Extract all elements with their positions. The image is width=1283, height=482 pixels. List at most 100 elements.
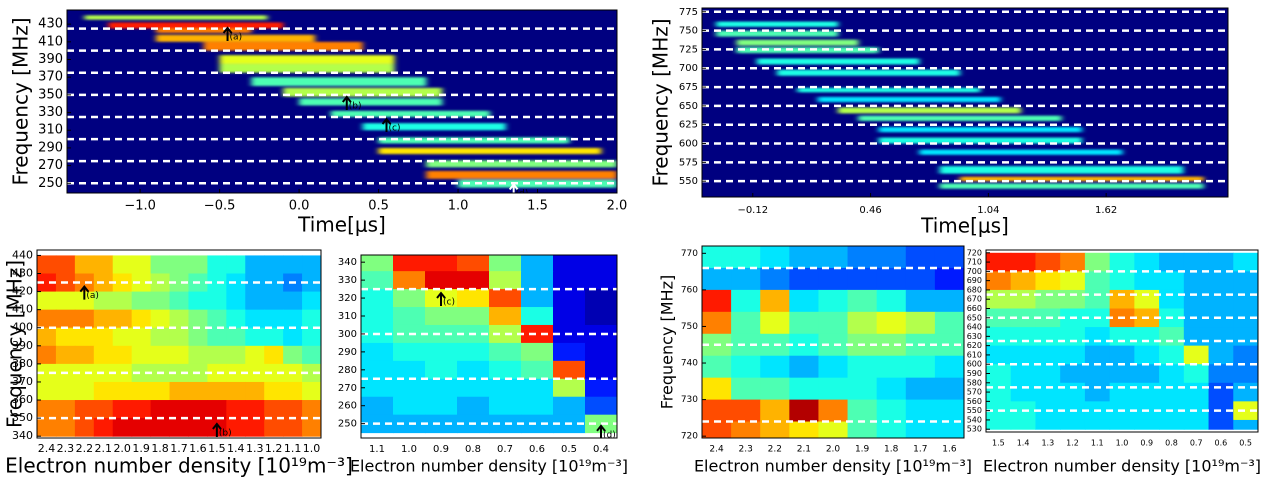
streak: [108, 22, 284, 29]
heatmap-cell: [847, 289, 878, 313]
heatmap-cell: [457, 289, 490, 308]
heatmap-cell: [361, 360, 394, 380]
heatmap-cell: [188, 255, 208, 274]
heatmap-cell: [150, 327, 171, 347]
heatmap-cell: [1183, 252, 1210, 272]
heatmap-cell: [1109, 289, 1135, 309]
x-tick-label: 0.6: [1215, 439, 1228, 448]
plot-area: (a) (b) (c) (d): [67, 10, 617, 193]
heatmap-cell: [150, 418, 171, 437]
heatmap-cell: [1060, 382, 1086, 402]
heatmap-cell: [1109, 345, 1135, 365]
heatmap-cell: [37, 255, 57, 274]
heatmap-cell: [188, 381, 208, 401]
x-tick-label: 1.3: [1041, 439, 1054, 448]
heatmap-cell: [553, 396, 586, 416]
axes-frame: [701, 245, 965, 439]
heatmap-cell: [905, 355, 936, 379]
heatmap-cell: [1084, 345, 1111, 365]
heatmap-cell: [1035, 252, 1061, 272]
heatmap-cell: [207, 400, 227, 419]
streak: [777, 69, 960, 76]
heatmap-cell: [1035, 345, 1061, 365]
heatmap-cell: [131, 309, 152, 329]
heatmap-cell: [393, 289, 426, 308]
heatmap-cell: [74, 418, 95, 437]
heatmap-cell: [55, 327, 76, 347]
streak: [838, 107, 1021, 114]
y-tick-label: 675: [679, 82, 698, 93]
heatmap-cell: [37, 381, 57, 401]
heatmap-cell: [226, 291, 246, 311]
heatmap-cell: [847, 399, 878, 423]
x-tick-label: 1.0: [1116, 439, 1129, 448]
heatmap-cell: [1233, 308, 1258, 328]
heatmap-cell: [760, 289, 790, 313]
y-tick-label: 420: [12, 285, 33, 298]
heatmap-cell: [905, 289, 936, 313]
heatmap-cell: [731, 289, 761, 313]
heatmap-cell: [905, 246, 936, 269]
heatmap-cell: [150, 291, 171, 311]
streak: [939, 183, 1204, 189]
heatmap-cell: [93, 400, 114, 419]
streak: [378, 137, 570, 144]
heatmap-cell: [112, 327, 133, 347]
y-tick-label: 625: [679, 120, 698, 131]
heatmap-cell: [1109, 271, 1135, 291]
heatmap-cell: [818, 311, 849, 335]
heatmap-cell: [302, 327, 321, 347]
heatmap-cell: [521, 324, 554, 344]
heatmap-cell: [226, 381, 246, 401]
heatmap-cell: [226, 363, 246, 383]
heatmap-cell: [150, 400, 171, 419]
heatmap-cell: [1183, 327, 1210, 347]
heatmap-cell: [131, 327, 152, 347]
axes-frame: [985, 249, 1259, 433]
y-tick-label: 250: [38, 176, 63, 191]
streak: [716, 30, 839, 37]
heatmap-cell: [789, 289, 819, 313]
x-tick-label: 1.0: [401, 444, 417, 455]
y-tick-label: 330: [338, 275, 357, 286]
heatmap-cell: [521, 360, 554, 380]
heatmap-cell: [1208, 327, 1234, 347]
streak: [736, 47, 879, 54]
heatmap-cell: [1010, 289, 1036, 309]
heatmap-cell: [876, 421, 907, 438]
heatmap-cell: [789, 421, 819, 438]
x-tick-label: 0.7: [1190, 439, 1203, 448]
heatmap-cell: [93, 291, 114, 311]
heatmap-cell: [1233, 289, 1258, 309]
heatmap-cell: [1159, 289, 1185, 309]
heatmap-cell: [226, 400, 246, 419]
annotation-arrow: [436, 291, 446, 307]
heatmap-cell: [425, 342, 458, 362]
heatmap-cell: [131, 418, 152, 437]
streak: [817, 96, 1001, 103]
heatmap-cell: [1109, 419, 1135, 430]
heatmap-cell: [760, 355, 790, 379]
heatmap-cell: [876, 399, 907, 423]
x-tick-label: 0.4: [593, 444, 609, 455]
heatmap-cell: [264, 363, 284, 383]
heatmap-cell: [361, 396, 394, 416]
x-tick-label: 2.1: [95, 442, 113, 455]
heatmap-cell: [1134, 252, 1160, 272]
streak: [426, 160, 617, 168]
y-tick-label: 690: [967, 276, 982, 285]
streak: [84, 15, 268, 20]
heatmap-cell: [74, 327, 95, 347]
heatmap-cell: [361, 307, 394, 326]
heatmap-cell: [1233, 401, 1258, 421]
heatmap-cell: [1060, 271, 1086, 291]
heatmap-cell: [131, 291, 152, 311]
annotation: (b): [349, 101, 362, 111]
heatmap-cell: [585, 360, 617, 380]
heatmap-cell: [1159, 252, 1185, 272]
heatmap-cell: [245, 291, 265, 311]
heatmap-cell: [425, 378, 458, 398]
heatmap-cell: [585, 342, 617, 362]
heatmap-cell: [264, 309, 284, 329]
heatmap-cell: [521, 414, 554, 434]
